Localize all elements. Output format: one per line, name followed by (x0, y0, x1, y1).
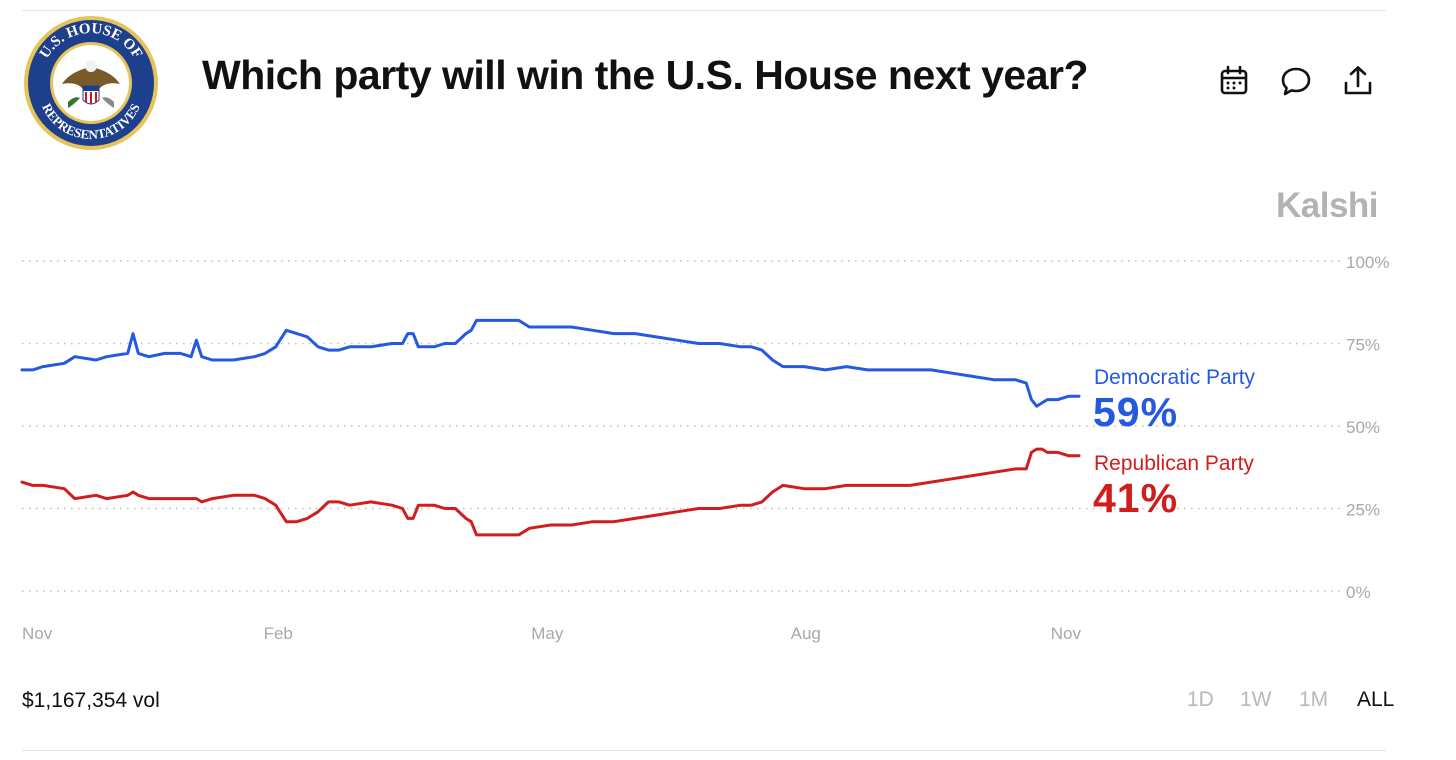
x-tick-label: Feb (264, 624, 293, 643)
top-divider (22, 10, 1386, 11)
page-title: Which party will win the U.S. House next… (202, 52, 1089, 98)
republican-series-line (20, 447, 1081, 537)
range-1w-button[interactable]: 1W (1240, 688, 1272, 711)
range-1m-button[interactable]: 1M (1299, 688, 1329, 711)
y-tick-label: 75% (1346, 336, 1380, 355)
kalshi-brand: Kalshi (1276, 186, 1379, 225)
x-tick-label: Nov (22, 624, 53, 643)
calendar-icon[interactable] (1217, 64, 1251, 98)
x-tick-label: May (531, 624, 564, 643)
y-tick-label: 50% (1346, 418, 1380, 437)
house-seal-logo: U.S. HOUSE OF REPRESENTATIVES (24, 16, 158, 150)
range-1d-button[interactable]: 1D (1187, 688, 1214, 711)
democratic-current-value: 59% (1093, 389, 1179, 435)
probability-line-chart: 100% 75% 50% 25% 0% Nov Feb May Aug Nov (20, 253, 1389, 643)
share-icon[interactable] (1341, 64, 1375, 98)
republican-current-value: 41% (1093, 475, 1179, 521)
range-all-button[interactable]: ALL (1357, 688, 1395, 711)
democratic-series-line (20, 318, 1081, 408)
y-tick-label: 25% (1346, 501, 1380, 520)
republican-series-label: Republican Party (1094, 452, 1254, 475)
x-tick-label: Nov (1051, 624, 1082, 643)
y-tick-label: 0% (1346, 583, 1371, 602)
trading-volume: $1,167,354 vol (22, 689, 160, 712)
x-tick-label: Aug (791, 624, 821, 643)
bottom-divider (22, 750, 1386, 751)
y-tick-label: 100% (1346, 253, 1389, 272)
democratic-series-label: Democratic Party (1094, 366, 1256, 389)
comment-icon[interactable] (1279, 64, 1313, 98)
